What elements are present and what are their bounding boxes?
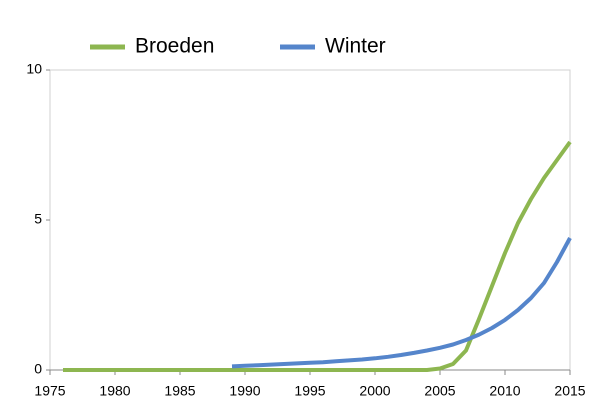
x-tick-label: 1975 xyxy=(34,383,65,399)
y-tick-label: 0 xyxy=(34,361,42,377)
y-tick-label: 5 xyxy=(34,211,42,227)
x-tick-label: 2010 xyxy=(489,383,520,399)
x-tick-label: 1990 xyxy=(229,383,260,399)
y-tick-label: 10 xyxy=(26,61,42,77)
x-tick-label: 1985 xyxy=(164,383,195,399)
x-tick-label: 2005 xyxy=(424,383,455,399)
x-tick-label: 2015 xyxy=(554,383,585,399)
legend-label: Winter xyxy=(325,35,386,58)
x-tick-label: 1980 xyxy=(99,383,130,399)
series-line xyxy=(63,140,572,372)
plot-frame xyxy=(49,69,571,371)
legend-label: Broeden xyxy=(135,35,214,58)
x-tick-label: 2000 xyxy=(359,383,390,399)
series-line xyxy=(231,237,572,369)
x-tick-label: 1995 xyxy=(294,383,325,399)
